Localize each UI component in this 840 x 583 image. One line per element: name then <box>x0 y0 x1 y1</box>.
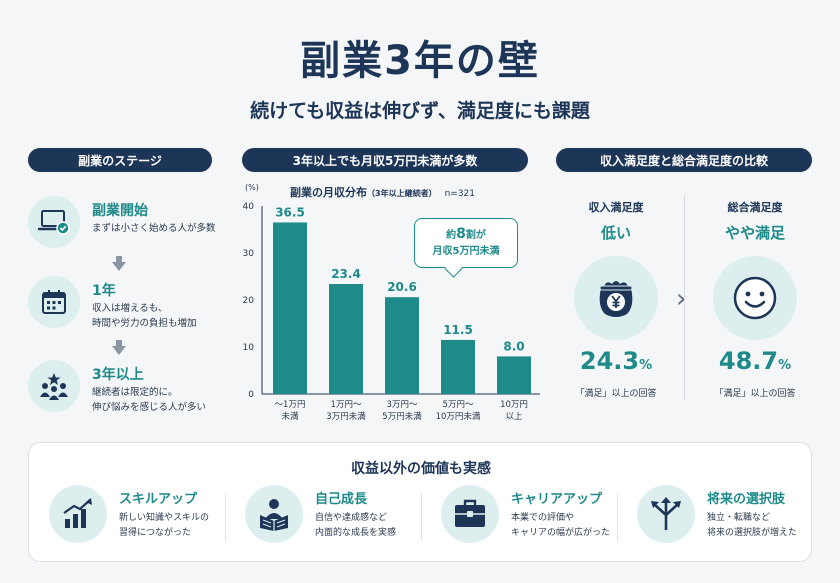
reading-person-icon <box>245 485 303 543</box>
satisfaction-divider <box>684 195 685 400</box>
satisfaction-section-label: 収入満足度と総合満足度の比較 <box>556 148 812 172</box>
overall-satisfaction-label: 総合満足度 <box>727 201 783 214</box>
smile-face-icon <box>713 256 797 340</box>
values-panel: 収益以外の価値も実感 スキルアップ 新しい知識やスキルの 習得につながった <box>28 442 812 562</box>
x-tick-label: 1万円～ <box>331 400 362 410</box>
income-satisfaction-level: 低い <box>600 224 631 242</box>
income-satisfaction-label: 収入満足度 <box>588 201 644 214</box>
value-future-options-desc: 独立・転職など 将来の選択肢が増えた <box>707 513 798 538</box>
bar <box>329 284 363 394</box>
branching-arrows-icon <box>637 485 695 543</box>
value-career-up: キャリアアップ 本業での評価や キャリアの幅が広がった <box>421 483 617 553</box>
stage-arrow-2 <box>112 340 126 355</box>
bar-value-label: 20.6 <box>387 280 417 294</box>
x-tick-label: 10万円未満 <box>436 411 481 422</box>
stage-start-title: 副業開始 <box>92 203 148 219</box>
y-tick-label: 30 <box>243 249 255 259</box>
value-future-options-title: 将来の選択肢 <box>707 492 786 507</box>
value-career-up-desc: 本業での評価や キャリアの幅が広がった <box>511 513 611 538</box>
value-skill-up-desc: 新しい知識やスキルの 習得につながった <box>119 513 210 538</box>
bar <box>385 297 419 394</box>
page-title: 副業3年の壁 <box>300 38 540 84</box>
income-satisfaction-note: 「満足」以上の回答 <box>575 389 657 399</box>
bar <box>497 356 531 394</box>
bar <box>273 222 307 394</box>
calendar-icon <box>28 276 80 328</box>
stage-3-years: 3年以上 継続者は限定的に。 伸び悩みを感じる人が多い <box>28 360 218 424</box>
bar <box>441 339 475 394</box>
x-tick-label: 5万円～ <box>443 400 474 410</box>
value-separator <box>225 493 226 541</box>
stage-start: 副業開始 まずは小さく始める人が多数 <box>28 196 218 256</box>
x-tick-label: ～1万円 <box>275 400 306 410</box>
people-star-icon <box>28 360 80 412</box>
overall-satisfaction-note: 「満足」以上の回答 <box>714 389 796 399</box>
chevron-right-icon: › <box>676 284 687 314</box>
chart-unit: (%) <box>245 183 259 192</box>
chart-callout: 約8割が 月収5万円未満 <box>414 218 518 268</box>
briefcase-icon <box>441 485 499 543</box>
values-panel-title: 収益以外の価値も実感 <box>351 461 491 477</box>
value-career-up-title: キャリアアップ <box>511 492 603 507</box>
income-satisfaction-value: 24.3% <box>579 347 653 375</box>
y-tick-label: 40 <box>243 202 255 212</box>
wallet-yen-icon <box>574 256 658 340</box>
x-tick-label: 未満 <box>281 411 299 422</box>
stage-3-years-title: 3年以上 <box>92 367 144 383</box>
stages-section-label: 副業のステージ <box>28 148 212 172</box>
stage-1-year: 1年 収入は増えるも、 時間や労力の負担も増加 <box>28 276 218 336</box>
stage-1-year-title: 1年 <box>92 283 116 299</box>
value-self-growth-title: 自己成長 <box>315 492 368 507</box>
y-tick-label: 20 <box>243 296 255 306</box>
value-skill-up: スキルアップ 新しい知識やスキルの 習得につながった <box>29 483 225 553</box>
laptop-check-icon <box>28 196 80 248</box>
x-tick-label: 以上 <box>505 412 523 422</box>
growth-chart-icon <box>49 485 107 543</box>
stage-arrow-1 <box>112 256 126 271</box>
stage-3-years-desc: 継続者は限定的に。 伸び悩みを感じる人が多い <box>92 387 207 413</box>
bar-value-label: 36.5 <box>275 205 305 219</box>
stage-start-desc: まずは小さく始める人が多数 <box>92 223 216 234</box>
bar-value-label: 23.4 <box>331 267 361 281</box>
y-tick-label: 0 <box>248 390 254 400</box>
x-tick-label: 3万円未満 <box>326 411 366 422</box>
chart-title: 副業の月収分布（3年以上継続者） n=321 <box>290 186 476 199</box>
x-tick-label: 5万円未満 <box>382 411 422 422</box>
stage-1-year-desc: 収入は増えるも、 時間や労力の負担も増加 <box>92 303 197 329</box>
chart-section-label: 3年以上でも月収5万円未満が多数 <box>242 148 528 172</box>
chart-sample-size: n=321 <box>444 189 476 199</box>
value-self-growth-desc: 自信や達成感など 内面的な成長を実感 <box>315 513 397 538</box>
overall-satisfaction-level: やや満足 <box>724 224 785 242</box>
value-skill-up-title: スキルアップ <box>119 492 198 507</box>
value-self-growth: 自己成長 自信や達成感など 内面的な成長を実感 <box>225 483 421 553</box>
x-tick-label: 10万円 <box>500 400 528 410</box>
overall-satisfaction-value: 48.7% <box>718 347 792 375</box>
x-tick-label: 3万円～ <box>387 400 418 410</box>
value-separator <box>617 493 618 541</box>
page-subtitle: 続けても収益は伸びず、満足度にも課題 <box>250 100 590 122</box>
bar-value-label: 11.5 <box>443 323 473 337</box>
bar-value-label: 8.0 <box>503 339 524 353</box>
value-future-options: 将来の選択肢 独立・転職など 将来の選択肢が増えた <box>617 483 813 553</box>
y-tick-label: 10 <box>243 343 255 353</box>
value-separator <box>421 493 422 541</box>
